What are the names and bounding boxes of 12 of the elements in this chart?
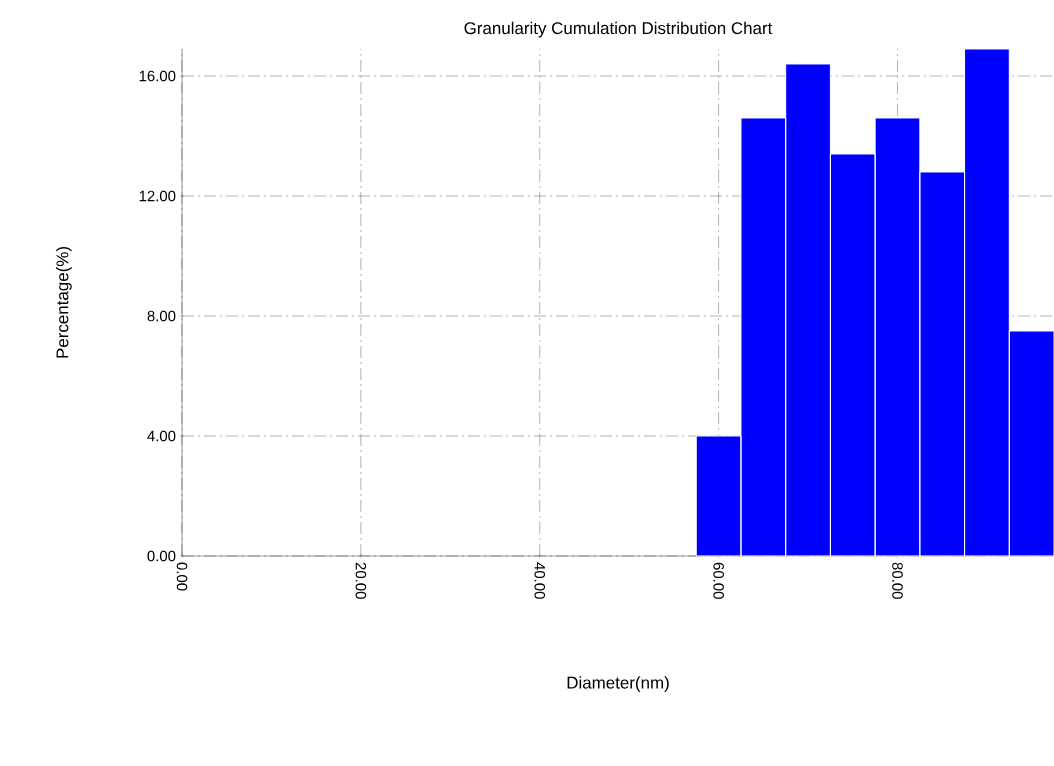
y-tick-label: 8.00 [147, 310, 176, 322]
y-tick-label: 0.00 [147, 550, 176, 562]
y-tick-label: 16.00 [139, 70, 176, 82]
y-axis-title: Percentage(%) [55, 247, 72, 358]
x-tick-label: 40.00 [534, 562, 546, 599]
y-tick-label: 4.00 [147, 430, 176, 442]
x-tick-label: 20.00 [355, 562, 367, 599]
x-axis-title: Diameter(nm) [567, 676, 669, 693]
chart-title: Granularity Cumulation Distribution Chart [464, 21, 773, 38]
x-tick-label: 60.00 [713, 562, 724, 599]
x-tick-label: 80.00 [892, 562, 903, 599]
y-tick-label: 12.00 [139, 190, 176, 202]
